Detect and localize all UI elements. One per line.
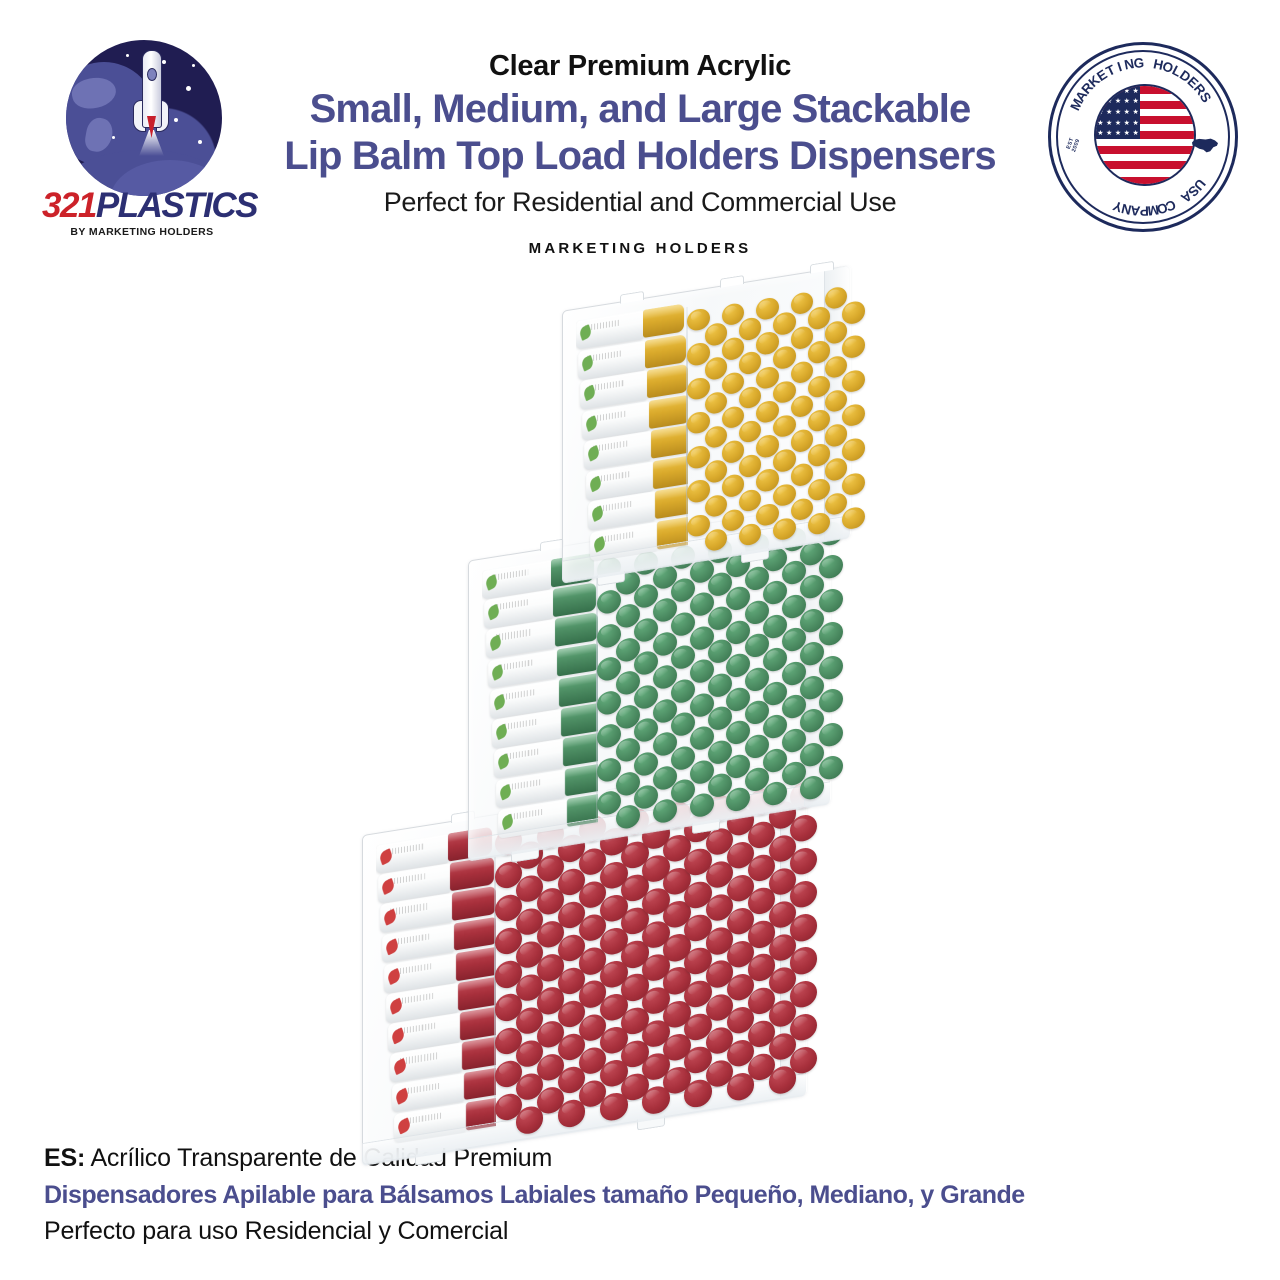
label-leaf-graphic	[586, 445, 601, 462]
eyebrow-text: Clear Premium Acrylic	[488, 50, 792, 82]
headline-line-1: Small, Medium, and Large Stackable	[309, 87, 972, 132]
spanish-description: ES: Acrílico Transparente de Calidad Pre…	[44, 1140, 1234, 1251]
es-line-1-text: Acrílico Transparente de Calidad Premium	[85, 1143, 553, 1172]
tube-cap	[652, 454, 688, 489]
lip-balm-cap	[842, 471, 865, 497]
lip-balm-cap	[842, 402, 865, 428]
tube-cap	[646, 363, 688, 399]
es-line-1: ES: Acrílico Transparente de Calidad Pre…	[44, 1140, 1234, 1177]
brand-logo-plastics: PLASTICS	[95, 186, 259, 225]
lip-balm-cap	[842, 505, 865, 531]
label-leaf-graphic	[582, 384, 597, 402]
lip-balm-cap	[842, 299, 865, 325]
tube-bed	[376, 826, 496, 1147]
usa-company-seal: ★ ★ ★ ★ ★ ★ ★ ★ ★ ★ ★ ★ ★ ★ ★ ★ ★ ★ ★ ★ ★ ★ ★ ★ ★ EST 2009 M…	[1048, 42, 1238, 232]
label-leaf-graphic	[578, 324, 593, 342]
brand-logo-321: 321	[42, 186, 97, 225]
tube-cap	[461, 1035, 496, 1071]
stacked-dispensers-illustration	[340, 260, 940, 1167]
label-leaf-graphic	[590, 505, 605, 523]
tube-cap	[451, 886, 496, 922]
tube-cap	[559, 672, 598, 707]
tube-cap	[455, 946, 496, 981]
tube-cap	[449, 856, 494, 892]
es-line-2: Dispensadores Apilable para Bálsamos Lab…	[44, 1180, 1025, 1209]
label-leaf-graphic	[488, 633, 503, 651]
cap-field-small	[687, 277, 865, 553]
rocket-earth-icon	[64, 38, 224, 198]
page-header: 321PLASTICS BY MARKETING HOLDERS Clear P…	[0, 0, 1280, 280]
label-leaf-graphic	[380, 878, 396, 896]
tagline-text: Perfect for Residential and Commercial U…	[383, 187, 897, 218]
tube-cap	[642, 303, 684, 339]
es-prefix: ES:	[44, 1143, 86, 1172]
tube-cap	[463, 1065, 496, 1101]
tube-cap	[654, 484, 688, 520]
lip-balm-cap	[818, 587, 843, 614]
tube-bed	[576, 303, 688, 565]
label-leaf-graphic	[498, 783, 513, 801]
label-leaf-graphic	[500, 813, 515, 830]
tube-cap	[553, 582, 596, 618]
label-leaf-graphic	[592, 535, 607, 553]
tube-cap	[565, 762, 598, 797]
lip-balm-cap	[842, 368, 865, 394]
brand-logo-wordmark: 321PLASTICS	[42, 186, 258, 225]
headline-line-2: Lip Balm Top Load Holders Dispensers	[284, 134, 996, 179]
es-line-3: Perfecto para uso Residencial y Comercia…	[44, 1217, 509, 1245]
title-block: Clear Premium Acrylic Small, Medium, and…	[256, 50, 1024, 257]
tube-cap	[459, 1005, 496, 1041]
tube-cap	[453, 916, 496, 951]
tube-cap	[555, 612, 598, 648]
brand-logo-321plastics: 321PLASTICS BY MARKETING HOLDERS	[42, 36, 258, 238]
label-leaf-graphic	[484, 574, 499, 591]
label-leaf-graphic	[384, 938, 400, 955]
tube-cap	[561, 702, 598, 737]
label-leaf-graphic	[392, 1057, 408, 1075]
label-leaf-graphic	[396, 1117, 412, 1135]
dispenser-tier-small	[562, 260, 865, 587]
tube-cap	[557, 642, 598, 677]
tube-cap	[644, 333, 686, 369]
tube-cap	[650, 424, 688, 459]
label-leaf-graphic	[588, 475, 603, 492]
label-leaf-graphic	[386, 967, 402, 985]
tube-cap	[457, 975, 496, 1011]
label-leaf-graphic	[494, 723, 509, 741]
lip-balm-cap	[842, 437, 865, 463]
label-leaf-graphic	[378, 848, 394, 866]
rocket-icon	[133, 50, 169, 156]
label-leaf-graphic	[388, 997, 404, 1015]
tube-cap	[648, 394, 688, 429]
label-leaf-graphic	[584, 415, 599, 432]
tube-cap	[563, 732, 598, 767]
label-leaf-graphic	[490, 663, 505, 681]
lip-balm-cap	[818, 654, 843, 681]
label-leaf-graphic	[486, 603, 501, 621]
tube-bed	[482, 552, 598, 842]
lip-balm-cap	[842, 334, 865, 360]
lip-balm-cap	[818, 721, 843, 748]
brand-logo-subtitle: BY MARKETING HOLDERS	[70, 226, 214, 238]
label-leaf-graphic	[382, 908, 398, 926]
label-leaf-graphic	[496, 753, 511, 771]
product-image	[340, 260, 940, 1167]
label-leaf-graphic	[580, 354, 595, 372]
brand-name-text: MARKETING HOLDERS	[528, 240, 752, 258]
label-leaf-graphic	[390, 1027, 406, 1045]
usa-flag-icon: ★ ★ ★ ★ ★ ★ ★ ★ ★ ★ ★ ★ ★ ★ ★ ★ ★ ★ ★ ★ ★ ★ ★ ★ ★	[1094, 84, 1196, 186]
label-leaf-graphic	[394, 1087, 410, 1105]
label-leaf-graphic	[492, 693, 507, 711]
